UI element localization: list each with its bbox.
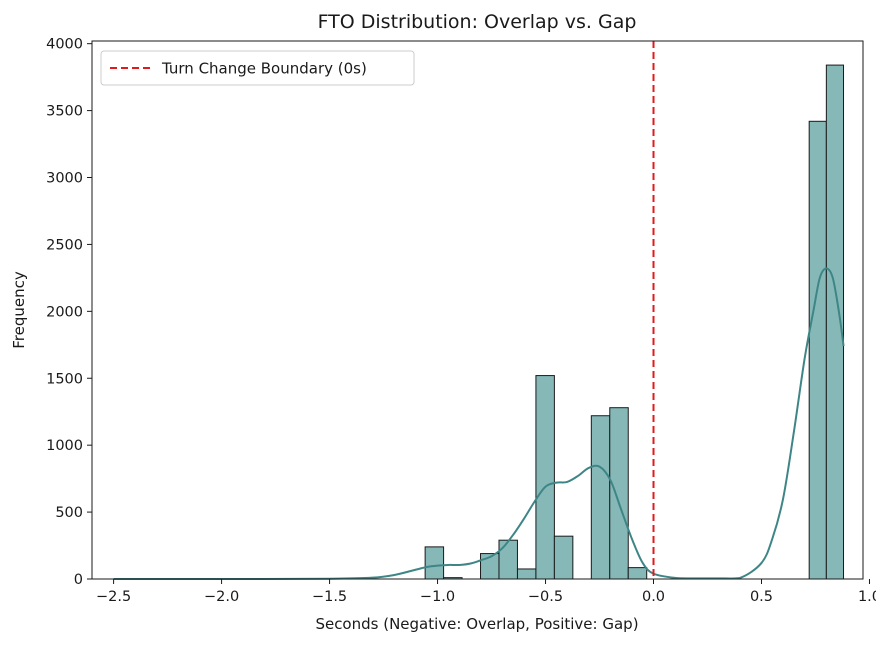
y-tick-label: 0 — [74, 572, 83, 588]
histogram-bar — [553, 535, 574, 580]
x-tick-label: 0.0 — [642, 589, 665, 605]
y-tick-label: 2500 — [46, 237, 83, 253]
y-axis-label: Frequency — [10, 271, 28, 349]
histogram-bar — [590, 415, 611, 580]
histogram-bar — [609, 407, 629, 580]
x-tick-label: −2.0 — [204, 589, 239, 605]
y-tick-label: 3500 — [46, 104, 83, 120]
histogram-bar — [535, 375, 555, 580]
x-tick-label: −1.5 — [312, 589, 347, 605]
y-tick-label: 3000 — [46, 171, 83, 187]
x-axis: −2.5 −2.0 −1.5 −1.0 −0.5 0.0 0.5 1.0 — [96, 579, 876, 605]
histogram-bar — [627, 567, 648, 580]
chart-title: FTO Distribution: Overlap vs. Gap — [318, 11, 637, 33]
y-tick-label: 4000 — [46, 37, 83, 53]
plot-area — [113, 41, 845, 580]
y-axis: 0 500 1000 1500 2000 2500 3000 3500 4000 — [46, 37, 92, 588]
y-tick-label: 1500 — [46, 371, 83, 387]
x-tick-label: −1.0 — [420, 589, 455, 605]
legend: Turn Change Boundary (0s) — [100, 50, 415, 86]
x-axis-label: Seconds (Negative: Overlap, Positive: Ga… — [315, 615, 638, 633]
y-tick-label: 2000 — [46, 304, 83, 320]
legend-entry-label: Turn Change Boundary (0s) — [161, 60, 367, 78]
histogram-bar — [424, 546, 445, 580]
y-tick-label: 1000 — [46, 438, 83, 454]
x-tick-label: −2.5 — [96, 589, 131, 605]
y-tick-label: 500 — [55, 505, 83, 521]
histogram-bar — [516, 568, 537, 580]
legend-box — [100, 50, 415, 86]
x-tick-label: 1.0 — [858, 589, 876, 605]
histogram-bar — [498, 539, 518, 580]
x-tick-label: 0.5 — [750, 589, 773, 605]
x-tick-label: −0.5 — [528, 589, 563, 605]
kde-curve — [113, 267, 845, 580]
plot-frame — [91, 40, 864, 580]
histogram-bar — [808, 120, 827, 580]
